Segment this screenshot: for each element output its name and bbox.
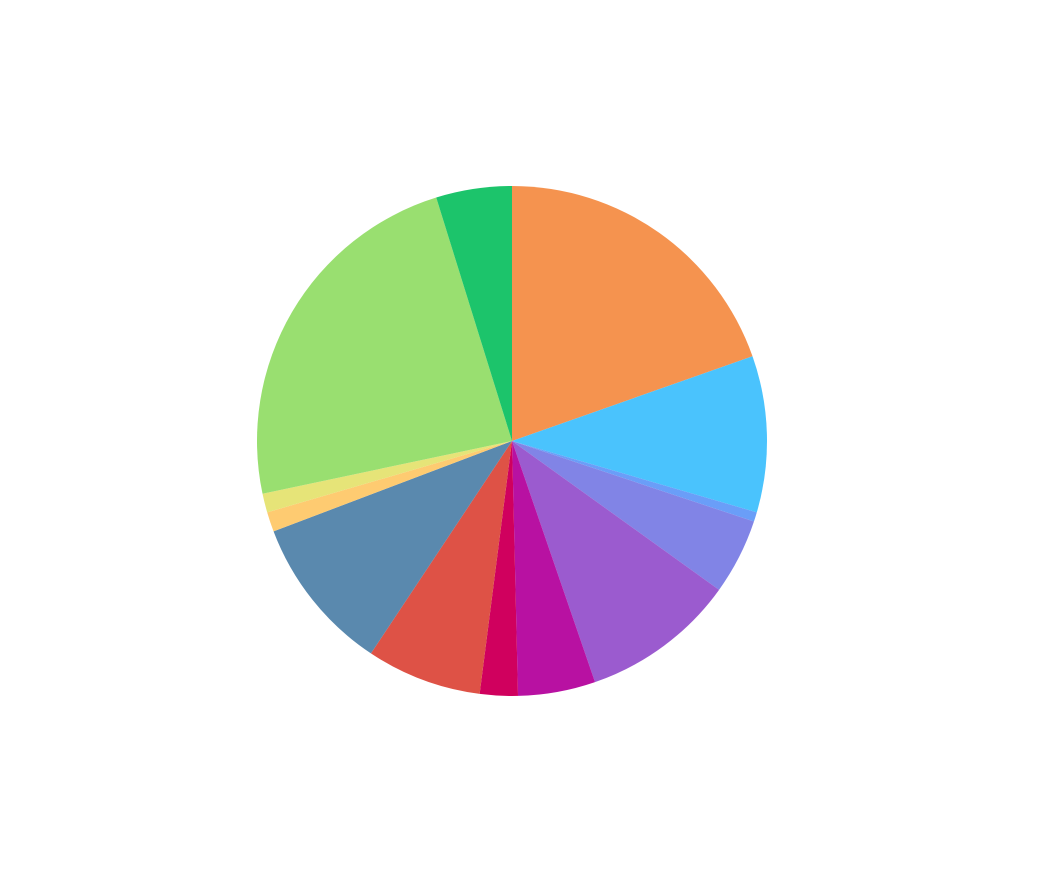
pie-slice (512, 356, 767, 513)
pie-slice (512, 186, 753, 441)
pie-slice (512, 441, 720, 683)
pie-slice (436, 186, 512, 441)
pie-slice (256, 197, 512, 494)
pie-slice (370, 441, 512, 694)
pie-slice (262, 441, 512, 513)
pie-slice (273, 441, 512, 654)
pie-slice (512, 441, 754, 590)
pie-slice (512, 441, 596, 696)
pie-slice (512, 441, 757, 522)
pie-slice (479, 441, 519, 696)
pie-slice (267, 441, 512, 532)
